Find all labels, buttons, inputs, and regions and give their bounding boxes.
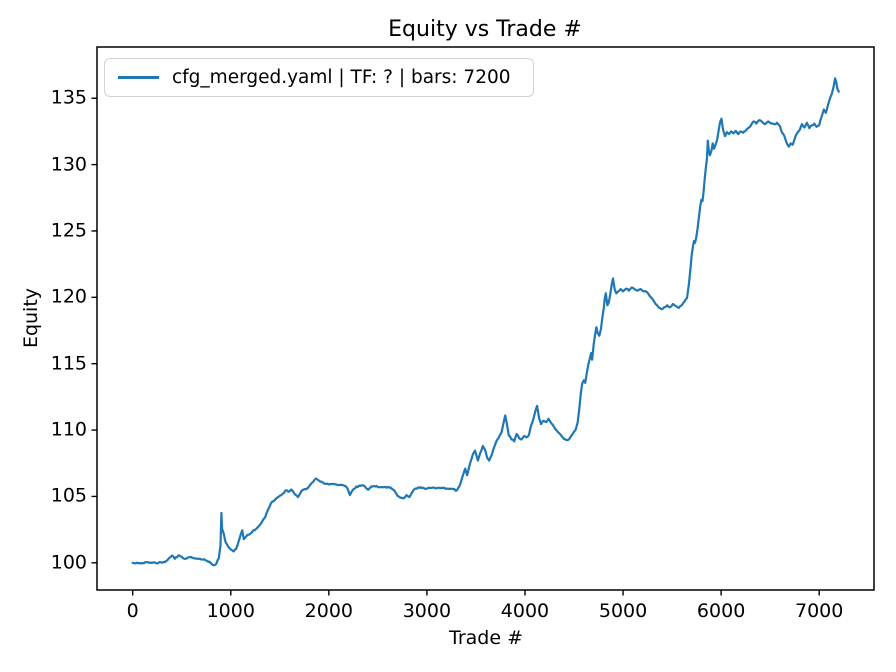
y-axis-label: Equity <box>20 287 42 349</box>
x-axis-label: Trade # <box>449 627 523 649</box>
y-tick-label: 105 <box>50 484 87 507</box>
x-tick-label: 0 <box>126 600 139 622</box>
x-tick-label: 3000 <box>402 600 452 622</box>
x-tick-label: 2000 <box>304 600 354 622</box>
chart-title: Equity vs Trade # <box>388 17 582 42</box>
x-tick-label: 7000 <box>794 600 844 622</box>
x-tick-label: 4000 <box>500 600 550 622</box>
y-tick-label: 125 <box>50 219 87 242</box>
legend-line-sample <box>118 76 159 79</box>
x-tick-label: 1000 <box>206 600 255 622</box>
y-tick-label: 115 <box>50 352 87 375</box>
axes-spines <box>96 46 875 591</box>
legend-label: cfg_merged.yaml | TF: ? | bars: 7200 <box>172 67 511 88</box>
y-tick-label: 130 <box>50 153 87 176</box>
equity-line <box>131 77 840 567</box>
y-tick-label: 135 <box>50 86 87 109</box>
x-tick-label: 5000 <box>598 600 648 622</box>
legend: cfg_merged.yaml | TF: ? | bars: 7200 <box>104 58 534 97</box>
y-tick-label: 110 <box>50 418 87 441</box>
y-tick-label: 120 <box>50 285 87 308</box>
y-tick-label: 100 <box>50 551 87 574</box>
x-tick-label: 6000 <box>696 600 746 622</box>
